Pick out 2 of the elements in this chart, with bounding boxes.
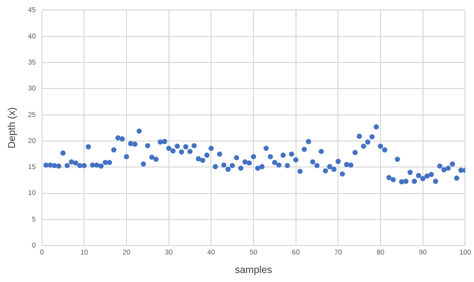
- y-axis-title: Depth (x): [6, 107, 18, 148]
- x-axis-title: samples: [234, 264, 272, 276]
